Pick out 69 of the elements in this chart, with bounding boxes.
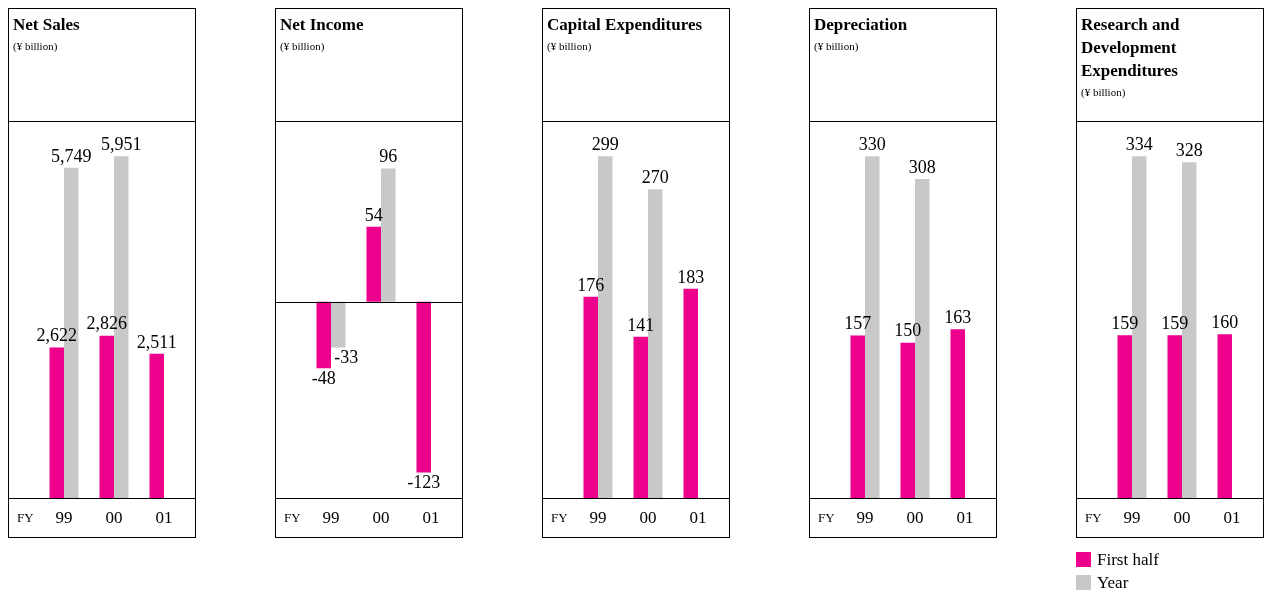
x-axis-title: FY: [284, 510, 302, 526]
bar: [99, 335, 114, 498]
x-tick-label: 01: [422, 507, 440, 527]
x-tick-label: 00: [639, 507, 657, 527]
x-tick-label: 99: [55, 507, 73, 527]
data-label: 96: [379, 146, 398, 167]
x-tick-label: 99: [589, 507, 607, 527]
data-label: 141: [627, 314, 655, 335]
bar: [149, 353, 164, 498]
bar: [683, 288, 698, 498]
chart-subtitle: (¥ billion): [1081, 86, 1127, 98]
data-label: 270: [641, 167, 669, 188]
data-label: 160: [1211, 311, 1239, 332]
data-label: 150: [894, 320, 922, 341]
data-label: 2,622: [36, 325, 77, 346]
data-label: 2,826: [86, 313, 127, 334]
bar: [633, 336, 648, 498]
data-label: 163: [944, 306, 972, 327]
data-label: 2,511: [136, 331, 177, 352]
legend-label: Year: [1097, 572, 1129, 593]
data-label: 5,951: [101, 133, 142, 154]
data-label: 299: [591, 133, 619, 154]
x-tick-label: 01: [956, 507, 974, 527]
data-label: 330: [858, 133, 886, 154]
x-axis-title: FY: [17, 510, 35, 526]
bar: [900, 342, 915, 498]
bar: [583, 296, 598, 498]
x-tick-label: 01: [1223, 507, 1241, 527]
data-label: 5,749: [51, 145, 92, 166]
x-tick-label: 01: [155, 507, 173, 527]
data-label: -123: [407, 472, 441, 493]
x-axis-title: FY: [1085, 510, 1103, 526]
chart-title: Net Income: [280, 14, 365, 36]
x-tick-label: 01: [689, 507, 707, 527]
bar: [49, 347, 64, 498]
data-label: 54: [364, 204, 383, 225]
x-tick-label: 00: [105, 507, 123, 527]
bar: [950, 329, 965, 498]
bar: [1117, 335, 1132, 498]
x-tick-label: 00: [372, 507, 390, 527]
x-tick-label: 00: [906, 507, 924, 527]
x-tick-label: 99: [322, 507, 340, 527]
data-label: 183: [677, 266, 705, 287]
chart-title: Capital Expenditures: [547, 14, 704, 36]
data-label: 159: [1111, 313, 1139, 334]
data-label: 159: [1161, 313, 1189, 334]
data-label: 328: [1175, 140, 1203, 161]
data-label: -33: [334, 347, 359, 368]
x-tick-label: 99: [856, 507, 874, 527]
data-label: -48: [311, 368, 336, 389]
x-tick-label: 99: [1123, 507, 1141, 527]
bar: [1217, 334, 1232, 498]
chart-subtitle: (¥ billion): [280, 40, 326, 52]
bar: [850, 335, 865, 498]
data-label: 308: [908, 156, 936, 177]
x-axis-title: FY: [551, 510, 569, 526]
chart-subtitle: (¥ billion): [814, 40, 860, 52]
x-axis-title: FY: [818, 510, 836, 526]
chart-subtitle: (¥ billion): [547, 40, 593, 52]
legend-label: First half: [1097, 549, 1159, 570]
chart-subtitle: (¥ billion): [13, 40, 59, 52]
chart-title: Net Sales: [13, 14, 81, 36]
x-tick-label: 00: [1173, 507, 1191, 527]
data-label: 334: [1125, 133, 1153, 154]
data-label: 176: [577, 274, 605, 295]
chart-title: Depreciation: [814, 14, 909, 36]
bar: [1167, 335, 1182, 498]
data-label: 157: [844, 313, 872, 334]
chart-title: Research and Development Expenditures: [1081, 14, 1181, 82]
